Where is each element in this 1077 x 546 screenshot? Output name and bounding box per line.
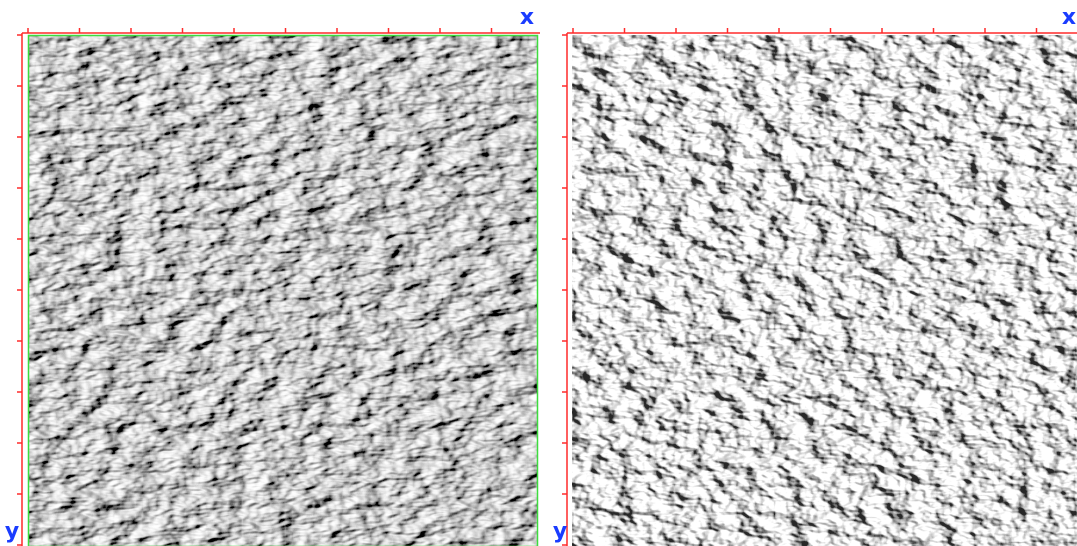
panel: x y: [5, 5, 540, 546]
panel: x y: [553, 5, 1077, 546]
x-axis-label: x: [1062, 5, 1076, 30]
page: x y x y (() => { const data = JSON.parse…: [0, 0, 1077, 546]
y-axis-label: y: [553, 519, 567, 544]
image-viewer: x y x y: [0, 0, 1077, 546]
scan-image: [28, 35, 538, 546]
scan-image: [572, 35, 1077, 546]
y-axis-label: y: [5, 519, 19, 544]
x-axis-label: x: [520, 5, 534, 30]
